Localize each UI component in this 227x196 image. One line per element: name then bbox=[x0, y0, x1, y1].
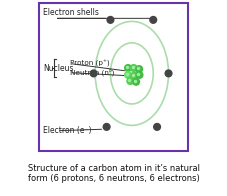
Circle shape bbox=[90, 70, 97, 77]
Text: Neutron (n⁰): Neutron (n⁰) bbox=[70, 69, 114, 76]
Text: Electron (e⁻): Electron (e⁻) bbox=[43, 126, 92, 135]
Circle shape bbox=[107, 16, 114, 23]
Circle shape bbox=[127, 78, 134, 84]
Circle shape bbox=[103, 123, 110, 130]
Text: Proton (p⁺): Proton (p⁺) bbox=[70, 60, 110, 67]
Circle shape bbox=[154, 123, 160, 130]
Text: Nucleus: Nucleus bbox=[43, 64, 74, 73]
Circle shape bbox=[131, 72, 138, 79]
Text: Structure of a carbon atom in it’s natural
form (6 protons, 6 neutrons, 6 electr: Structure of a carbon atom in it’s natur… bbox=[27, 164, 200, 183]
Text: Electron shells: Electron shells bbox=[43, 8, 99, 17]
Circle shape bbox=[125, 65, 131, 71]
Circle shape bbox=[136, 72, 143, 78]
Circle shape bbox=[133, 78, 139, 85]
Circle shape bbox=[165, 70, 172, 77]
Circle shape bbox=[150, 16, 157, 23]
Circle shape bbox=[130, 65, 137, 71]
Circle shape bbox=[136, 66, 143, 73]
Circle shape bbox=[125, 72, 131, 78]
